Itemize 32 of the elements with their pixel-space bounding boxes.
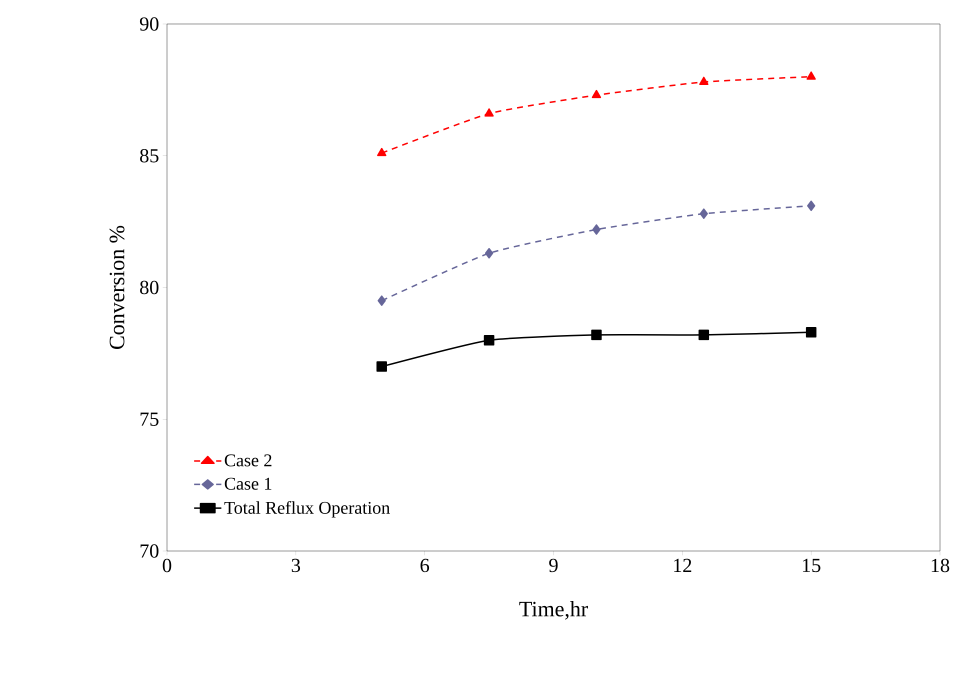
y-tick-label: 90 <box>140 17 158 31</box>
x-tick-label: 6 <box>420 558 430 572</box>
x-tick-label: 12 <box>674 558 692 572</box>
point <box>592 90 602 98</box>
point <box>592 224 601 235</box>
x-tick-label: 9 <box>549 558 558 572</box>
y-tick-label: 70 <box>140 544 158 558</box>
y-axis-title: Conversion % <box>110 226 124 349</box>
point <box>484 248 494 258</box>
legend-label: Case 2 <box>224 454 272 466</box>
point <box>698 330 710 340</box>
point <box>807 200 816 212</box>
point <box>378 295 386 306</box>
y-tick-label: 75 <box>140 412 158 426</box>
x-tick-label: 18 <box>932 558 950 572</box>
y-tick-label: 85 <box>140 149 158 162</box>
x-tick-label: 0 <box>162 558 172 572</box>
legend-label: Total Reflux Operation <box>224 501 390 518</box>
point <box>376 361 387 372</box>
x-tick-label: 15 <box>802 558 820 572</box>
point <box>377 148 386 156</box>
point <box>699 76 708 85</box>
point <box>591 330 602 340</box>
point <box>700 208 708 219</box>
point <box>806 71 816 80</box>
legend-label: Case 1 <box>224 478 272 490</box>
point <box>484 108 494 117</box>
y-tick-label: 80 <box>140 280 158 294</box>
point <box>806 327 816 338</box>
x-tick-label: 3 <box>292 558 300 572</box>
x-axis-title: Time,hr <box>519 601 588 620</box>
point <box>484 334 494 346</box>
